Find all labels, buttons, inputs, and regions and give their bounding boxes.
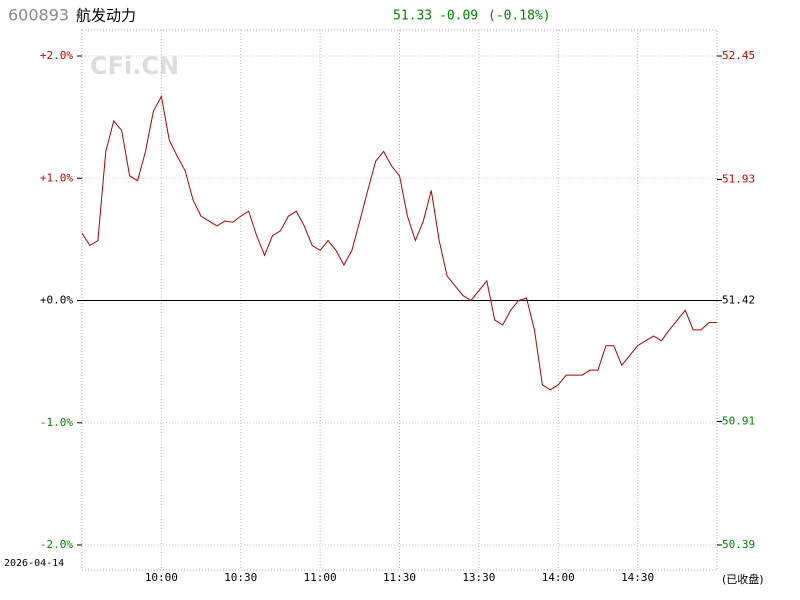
y-tick-label: +1.0%: [40, 171, 73, 184]
price: 51.33: [393, 9, 432, 24]
x-tick-label: 13:30: [462, 571, 495, 584]
y2-tick-label: 50.39: [722, 538, 755, 551]
date: 2026-04-14: [4, 558, 64, 569]
y2-tick-label: 52.45: [722, 49, 755, 62]
x-tick-label: 10:30: [224, 571, 257, 584]
y2-tick-label: 50.91: [722, 415, 755, 428]
price-change: -0.09: [439, 9, 478, 24]
stock-code: 600893: [8, 6, 69, 25]
y-tick-label: -2.0%: [40, 538, 73, 551]
watermark: CFi.CN: [90, 52, 179, 80]
x-tick-label: 11:30: [383, 571, 416, 584]
x-tick-label: 11:00: [304, 571, 337, 584]
stock-name: 航发动力: [76, 7, 136, 25]
x-tick-label: 14:30: [621, 571, 654, 584]
y-tick-label: +0.0%: [40, 294, 73, 307]
x-tick-label: 10:00: [145, 571, 178, 584]
price-change-pct: (-0.18%): [488, 9, 551, 24]
x-tick-label: 14:00: [542, 571, 575, 584]
y2-tick-label: 51.42: [722, 294, 755, 307]
y2-tick-label: 51.93: [722, 172, 755, 185]
y-tick-label: -1.0%: [40, 416, 73, 429]
status: (已收盘): [722, 572, 764, 586]
y-tick-label: +2.0%: [40, 49, 73, 62]
price-line: [81, 94, 717, 391]
